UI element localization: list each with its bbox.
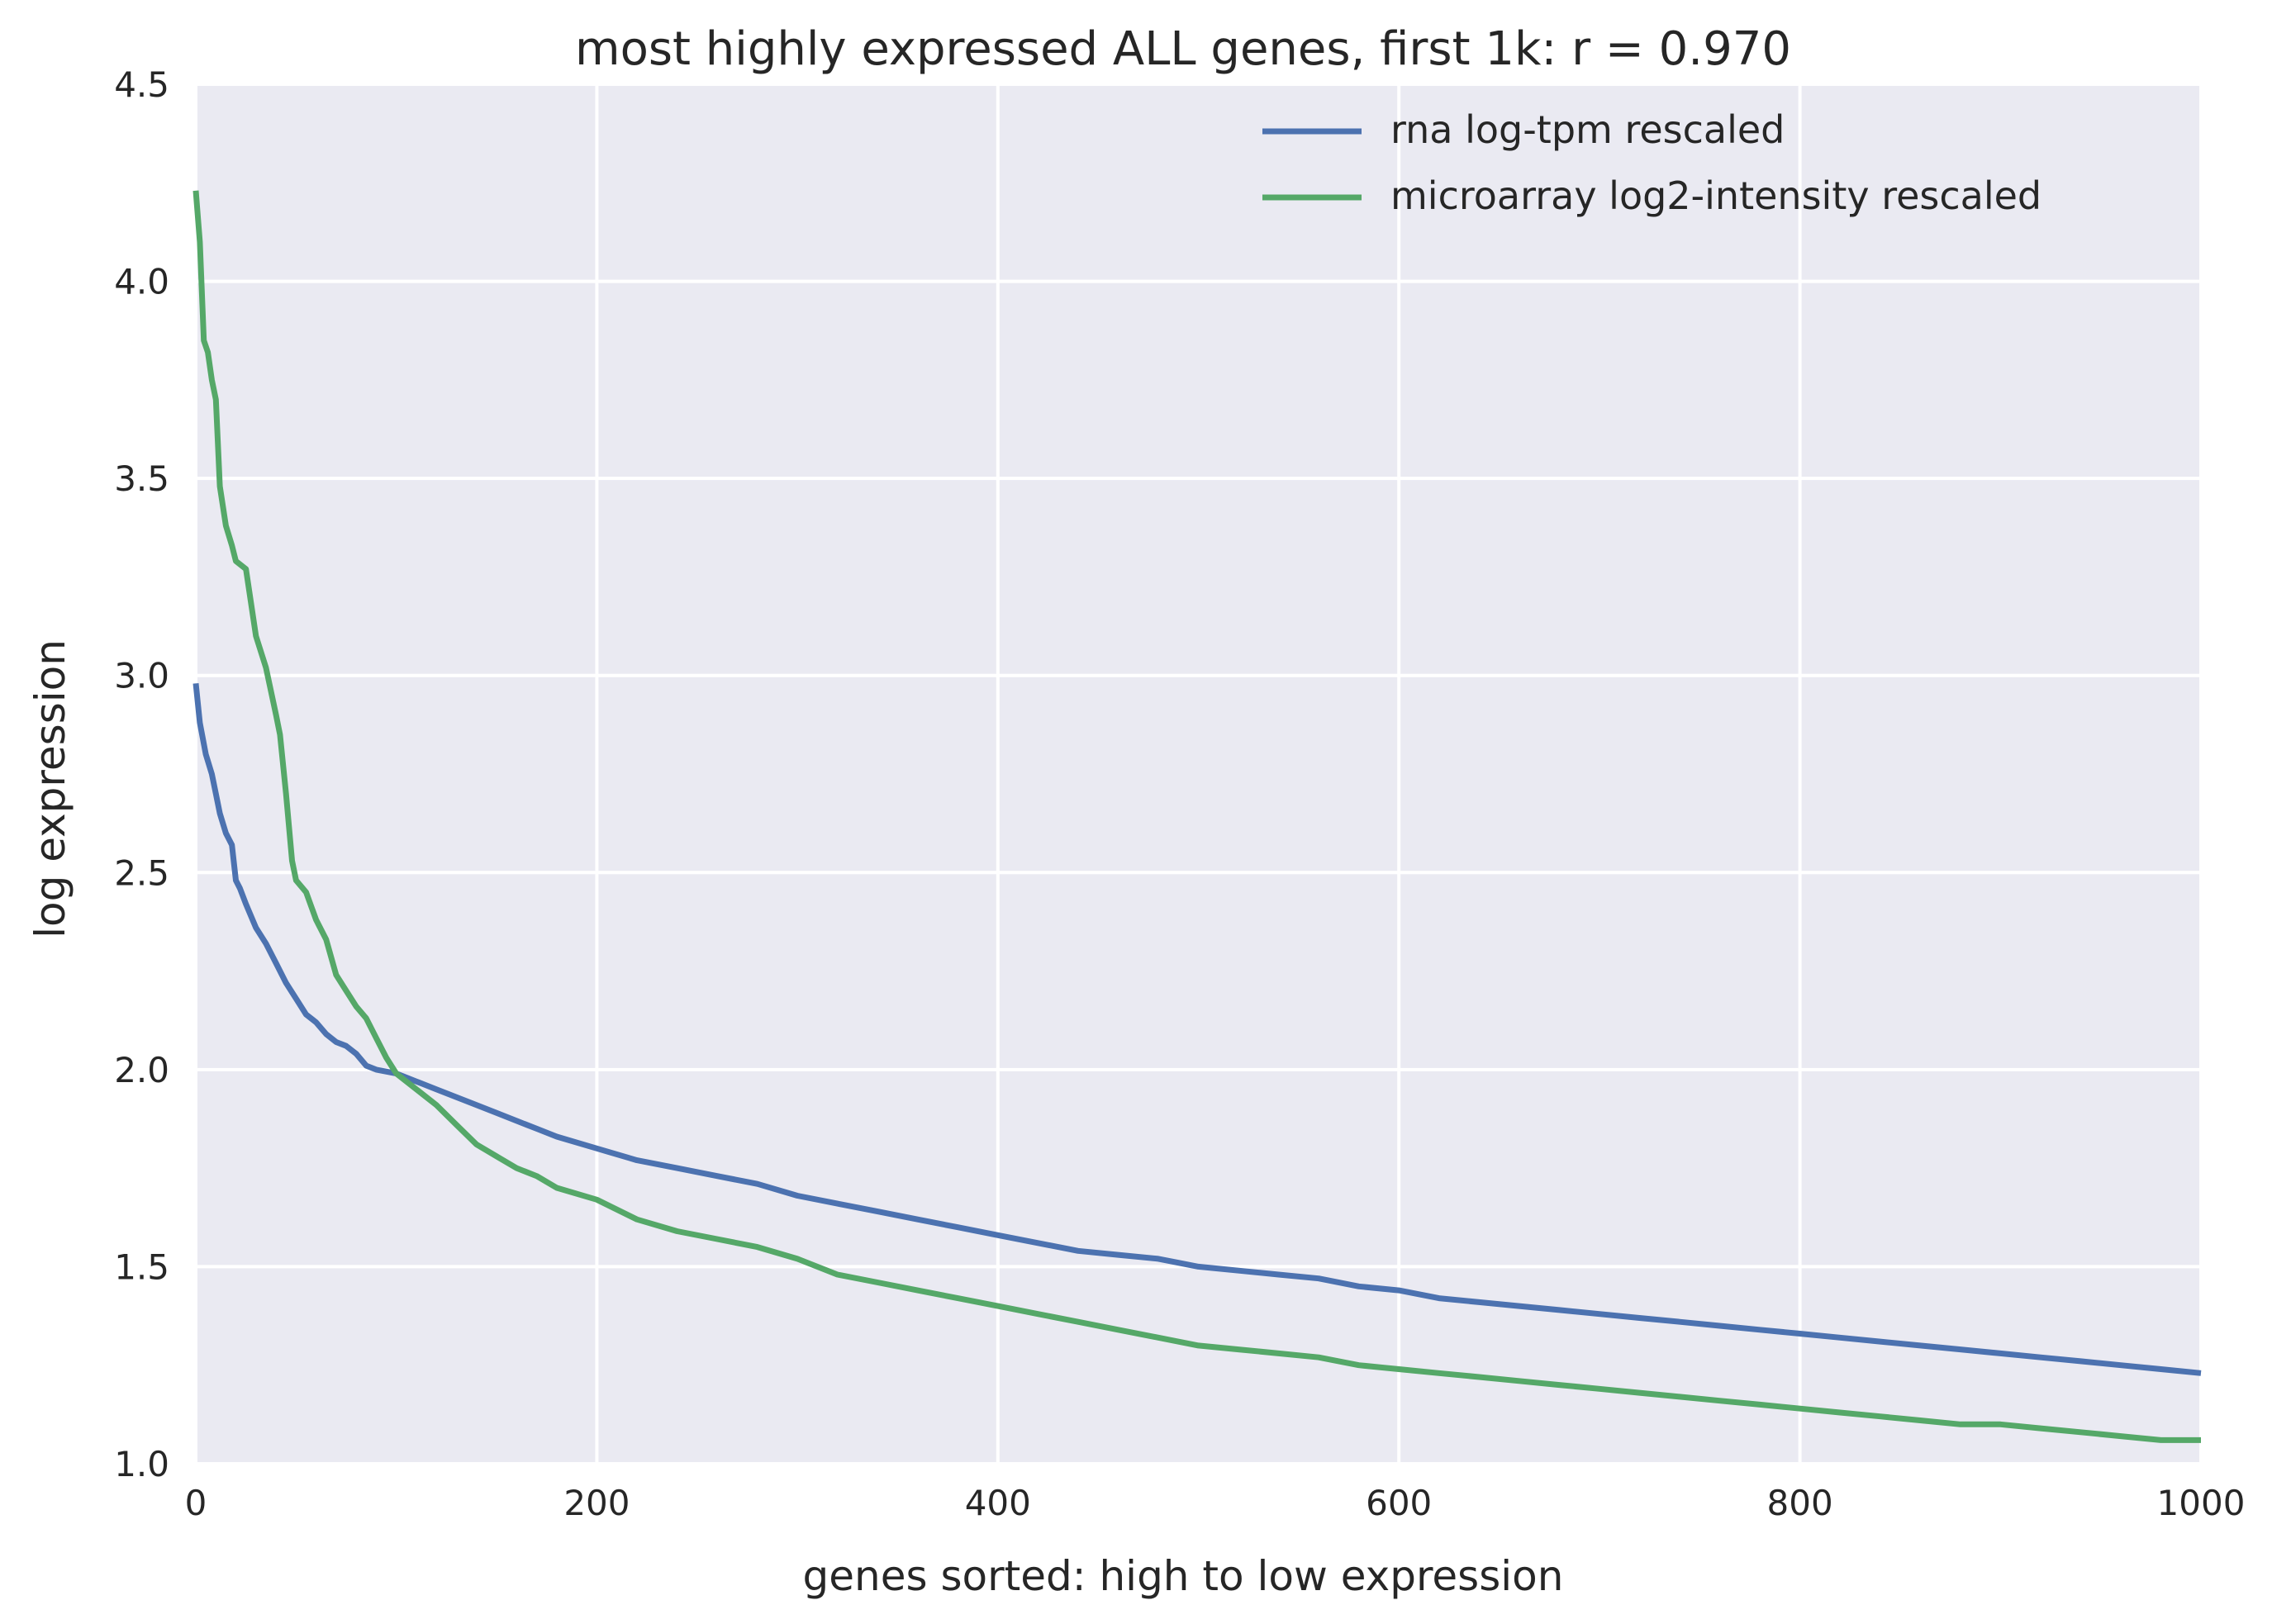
y-tick-label: 4.0 xyxy=(114,262,169,302)
x-tick-label: 800 xyxy=(1767,1483,1833,1523)
x-tick-labels: 0 200 400 600 800 1000 xyxy=(185,1483,2246,1523)
x-tick-label: 400 xyxy=(965,1483,1031,1523)
x-axis-label: genes sorted: high to low expression xyxy=(803,1552,1564,1600)
y-tick-label: 2.5 xyxy=(114,852,169,893)
series-layer xyxy=(193,190,2202,1443)
plot-area xyxy=(196,84,2201,1464)
legend-label-2: microarray log2-intensity rescaled xyxy=(1390,173,2041,218)
legend: rna log-tpm rescaled microarray log2-inte… xyxy=(1262,107,2041,218)
series-line-1 xyxy=(193,682,2202,1376)
y-tick-labels: 1.0 1.5 2.0 2.5 3.0 3.5 4.0 4.5 xyxy=(114,64,169,1484)
y-tick-label: 3.0 xyxy=(114,656,169,696)
grid-lines xyxy=(194,83,2203,1465)
x-tick-label: 600 xyxy=(1366,1483,1432,1523)
y-tick-label: 3.5 xyxy=(114,458,169,499)
legend-label-1: rna log-tpm rescaled xyxy=(1390,107,1785,152)
series-line-2 xyxy=(193,190,2201,1443)
x-tick-label: 1000 xyxy=(2157,1483,2246,1523)
x-tick-label: 200 xyxy=(563,1483,630,1523)
y-tick-label: 2.0 xyxy=(114,1050,169,1090)
y-tick-label: 4.5 xyxy=(114,64,169,105)
y-axis-label: log expression xyxy=(26,639,74,938)
x-tick-label: 0 xyxy=(185,1483,207,1523)
chart-title: most highly expressed ALL genes, first 1… xyxy=(575,22,1791,76)
y-tick-label: 1.5 xyxy=(114,1246,169,1287)
y-tick-label: 1.0 xyxy=(114,1444,169,1484)
